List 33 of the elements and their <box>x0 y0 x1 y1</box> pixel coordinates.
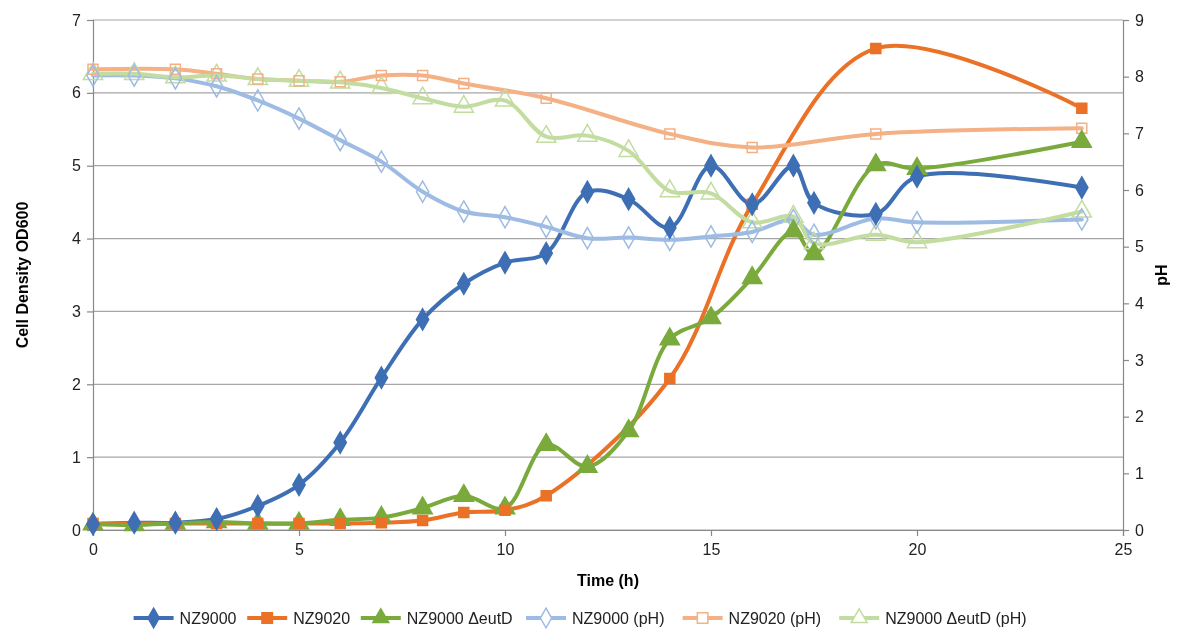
y2-tick-label: 6 <box>1135 181 1144 199</box>
y2-tick-label: 5 <box>1135 238 1144 256</box>
y2-tick-label: 2 <box>1135 408 1144 426</box>
y-tick-label: 0 <box>72 521 82 539</box>
y-tick-label: 3 <box>72 303 82 321</box>
y-tick-label: 2 <box>72 375 82 393</box>
y2-tick-label: 4 <box>1135 294 1144 312</box>
y2-tick-label: 1 <box>1135 464 1144 482</box>
y2-tick-label: 7 <box>1135 124 1144 142</box>
y-tick-label: 5 <box>72 157 82 175</box>
legend-label: NZ9000 ΔeutD <box>406 610 513 627</box>
x-tick-label: 5 <box>295 541 305 559</box>
x-tick-label: 15 <box>702 541 721 559</box>
y2-tick-label: 8 <box>1135 68 1144 86</box>
y2-tick-label: 3 <box>1135 351 1144 369</box>
legend-label: NZ9000 <box>179 610 237 627</box>
x-tick-label: 10 <box>496 541 515 559</box>
legend-label: NZ9000 ΔeutD (pH) <box>885 610 1027 627</box>
x-tick-label: 20 <box>908 541 927 559</box>
y-tick-label: 7 <box>72 11 82 29</box>
y2-tick-label: 0 <box>1135 521 1144 539</box>
x-tick-label: 25 <box>1114 541 1133 559</box>
y-tick-label: 1 <box>72 448 82 466</box>
x-axis-title: Time (h) <box>577 572 639 589</box>
legend-label: NZ9020 (pH) <box>728 610 822 627</box>
y-axis-title: Cell Density OD600 <box>14 201 31 349</box>
legend-label: NZ9020 <box>293 610 351 627</box>
y2-tick-label: 9 <box>1135 11 1144 29</box>
legend-label: NZ9000 (pH) <box>572 610 665 627</box>
y-tick-label: 6 <box>72 84 82 102</box>
x-tick-label: 0 <box>89 541 99 559</box>
y2-axis-title: pH <box>1153 264 1170 286</box>
y-tick-label: 4 <box>72 230 82 248</box>
